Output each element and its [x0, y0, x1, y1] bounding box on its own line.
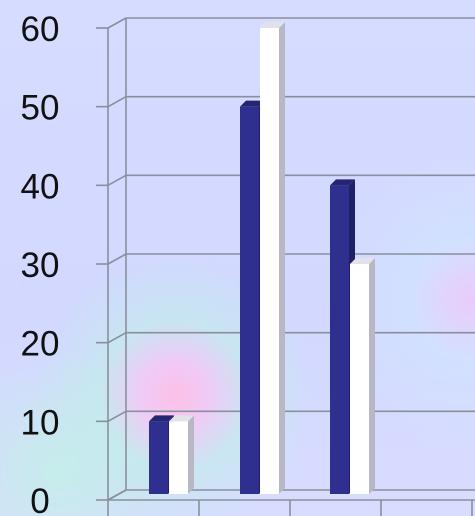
y-tick-label: 10	[21, 403, 60, 442]
gridline-depth	[107, 410, 127, 423]
bar-front	[169, 421, 188, 494]
gridline-depth	[107, 253, 127, 265]
bar-side	[279, 22, 285, 494]
bar-top	[330, 179, 355, 186]
bar-top	[260, 22, 285, 28]
gridline-depth	[107, 95, 127, 108]
gridline-depth	[107, 174, 127, 187]
bar	[350, 258, 375, 494]
bar-side	[369, 258, 375, 494]
bar-top	[169, 415, 194, 422]
bar-front	[149, 421, 168, 494]
bar-front	[330, 185, 349, 495]
bar-top	[350, 258, 375, 264]
bar-front	[260, 28, 279, 494]
gridline-depth	[107, 331, 127, 344]
y-tick-label: 20	[21, 325, 60, 364]
y-tick-label: 60	[21, 10, 60, 49]
bar	[260, 22, 285, 494]
bar	[169, 415, 194, 494]
bar-front	[350, 264, 369, 494]
bars	[149, 22, 375, 495]
bar-side	[188, 415, 194, 494]
y-tick-label: 0	[30, 482, 49, 516]
bar-top	[240, 100, 265, 107]
gridline-depth	[107, 17, 127, 29]
y-tick-label: 40	[21, 167, 60, 206]
bar-front	[240, 106, 259, 495]
bar-top	[149, 415, 174, 422]
y-tick-label: 50	[21, 89, 60, 128]
floor-depth-line	[107, 489, 127, 501]
y-axis-tick-labels: 0 10 20 30 40 50 60	[21, 10, 60, 516]
gridlines	[96, 17, 475, 516]
y-tick-label: 30	[21, 246, 60, 285]
